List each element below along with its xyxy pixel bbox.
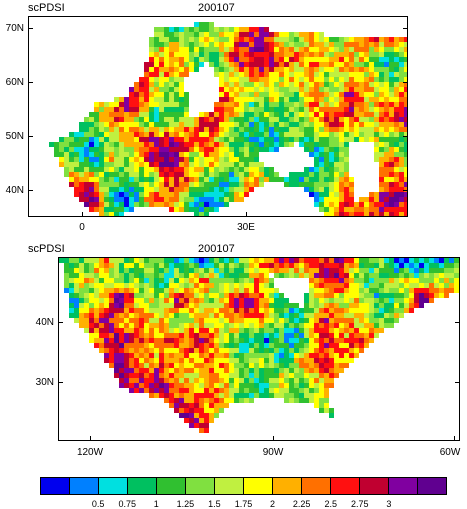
europe-pdsi-grid (49, 22, 407, 216)
map2-lon-label-120w: 120W (76, 447, 104, 458)
colorbar-label: 0.75 (118, 499, 136, 509)
map1-lat-tick (403, 136, 408, 137)
map1-lat-label-60n: 60N (5, 77, 24, 88)
map1-lat-tick (28, 28, 33, 29)
colorbar-swatch (215, 478, 244, 494)
map1-lat-label-70n: 70N (5, 23, 24, 34)
colorbar-swatch (157, 478, 186, 494)
colorbar-label: 2 (270, 499, 276, 509)
map2-lat-tick (58, 322, 63, 323)
colorbar-label: 2.5 (324, 499, 337, 509)
map2-date-title: 200107 (198, 243, 235, 255)
map2-lat-tick (58, 382, 63, 383)
colorbar-label: 1.75 (234, 499, 253, 509)
map1-lat-tick (403, 190, 408, 191)
map1-lon-label-30e: 30E (237, 222, 255, 233)
map2-lon-tick (90, 436, 91, 441)
map2-lat-label-30n: 30N (35, 377, 54, 388)
map2-lat-label-40n: 40N (35, 317, 54, 328)
map1-lat-tick (28, 190, 33, 191)
map2-variable-title: scPDSI (28, 243, 65, 255)
colorbar-label: 3 (386, 499, 392, 509)
map2-lon-tick (454, 436, 455, 441)
colorbar-swatch (418, 478, 446, 494)
map1-lat-tick (403, 82, 408, 83)
map1-variable-title: scPDSI (28, 2, 65, 14)
colorbar-label: 1 (153, 499, 159, 509)
map1-lat-label-50n: 50N (5, 131, 24, 142)
colorbar-swatch (244, 478, 273, 494)
colorbar-swatch (99, 478, 128, 494)
scpdsi-colorbar (40, 477, 447, 495)
map2-lat-tick (455, 382, 460, 383)
colorbar-swatch (41, 478, 70, 494)
colorbar-label: 1.5 (208, 499, 221, 509)
map1-date-title: 200107 (198, 2, 235, 14)
colorbar-swatch (331, 478, 360, 494)
map1-lon-tick (246, 212, 247, 217)
north-america-pdsi-grid (59, 258, 459, 433)
colorbar-swatch (302, 478, 331, 494)
colorbar-label: 1.25 (176, 499, 195, 509)
map1-lat-label-40n: 40N (5, 185, 24, 196)
map1-lon-label-0: 0 (79, 222, 85, 233)
colorbar-label: 0.5 (91, 499, 105, 509)
colorbar-swatch (360, 478, 389, 494)
map2-lon-label-90w: 90W (262, 447, 284, 458)
north-america-map-panel (58, 257, 460, 441)
colorbar-label: 2.75 (351, 499, 369, 509)
map1-lat-tick (403, 28, 408, 29)
map2-lon-label-60w: 60W (439, 447, 461, 458)
colorbar-swatch (186, 478, 215, 494)
map2-lat-tick (455, 322, 460, 323)
colorbar-swatch (70, 478, 99, 494)
colorbar-label: 2.25 (292, 499, 311, 509)
europe-map-panel (28, 16, 408, 217)
colorbar-swatch (273, 478, 302, 494)
map1-lon-tick (82, 212, 83, 217)
map1-lat-tick (28, 136, 33, 137)
colorbar-swatch (128, 478, 157, 494)
map2-lon-tick (273, 436, 274, 441)
colorbar-swatch (389, 478, 418, 494)
map1-lat-tick (28, 82, 33, 83)
